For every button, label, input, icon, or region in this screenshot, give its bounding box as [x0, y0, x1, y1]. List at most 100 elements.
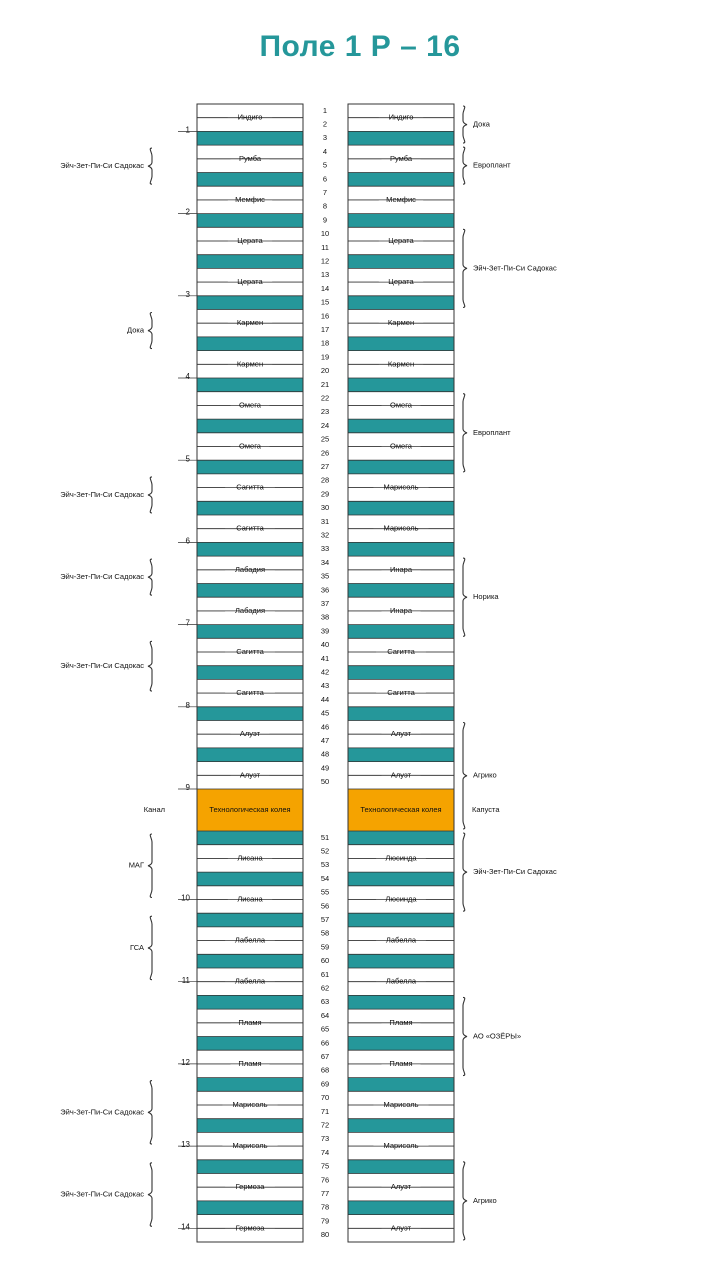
row-number: 24 — [321, 421, 329, 430]
variety-label: Церата — [237, 277, 263, 286]
left-group-brace — [147, 558, 153, 596]
teal-strip — [197, 254, 303, 269]
variety-label: Пламя — [238, 1059, 261, 1068]
row-number: 25 — [321, 435, 329, 444]
row-number: 40 — [321, 640, 329, 649]
right-group-brace — [462, 1161, 468, 1241]
row-number: 27 — [321, 462, 329, 471]
row-number: 58 — [321, 929, 329, 938]
right-group-brace — [462, 557, 468, 637]
teal-strip — [348, 913, 454, 927]
variety-label: Индиго — [389, 113, 414, 122]
variety-label: Марисоль — [233, 1100, 268, 1109]
row-number: 71 — [321, 1107, 329, 1116]
teal-strip — [348, 624, 454, 639]
row-number: 73 — [321, 1134, 329, 1143]
row-number: 2 — [323, 120, 327, 129]
row-number: 44 — [321, 695, 329, 704]
variety-label: Церата — [388, 236, 414, 245]
teal-strip — [348, 665, 454, 680]
row-number: 68 — [321, 1066, 329, 1075]
tech-track-left — [197, 789, 303, 831]
right-group-label: Агрико — [473, 1196, 497, 1205]
tech-track-label: Технологическая колея — [209, 805, 290, 814]
variety-label: Люсинда — [385, 853, 417, 862]
row-number: 16 — [321, 311, 329, 320]
row-number: 15 — [321, 298, 329, 307]
row-number: 21 — [321, 380, 329, 389]
variety-label: Кармен — [237, 359, 263, 368]
left-group-label: Эйч-Зет-Пи-Си Садокас — [60, 161, 144, 170]
variety-label: Алуэт — [391, 770, 412, 779]
row-number: 23 — [321, 407, 329, 416]
variety-label: Сагитта — [387, 647, 415, 656]
plot-number: 13 — [181, 1140, 190, 1149]
variety-label: Кармен — [237, 318, 263, 327]
right-group-label: Агрико — [473, 771, 497, 780]
right-group-label: Эйч-Зет-Пи-Си Садокас — [473, 867, 557, 876]
plot-number: 1 — [186, 126, 191, 135]
row-number: 28 — [321, 476, 329, 485]
teal-strip — [197, 542, 303, 557]
variety-label: Индиго — [238, 113, 263, 122]
row-number: 1 — [323, 106, 327, 115]
variety-label: Омега — [390, 400, 413, 409]
left-group-brace — [147, 1080, 153, 1145]
teal-strip — [348, 583, 454, 598]
teal-strip — [197, 295, 303, 310]
variety-label: Марисоль — [384, 1141, 419, 1150]
row-number: 52 — [321, 847, 329, 856]
teal-strip — [197, 1159, 303, 1174]
row-number: 60 — [321, 956, 329, 965]
row-number: 30 — [321, 503, 329, 512]
row-number: 18 — [321, 339, 329, 348]
teal-strip — [197, 954, 303, 968]
right-group-brace — [462, 105, 468, 144]
teal-strip — [197, 831, 303, 845]
right-group-label: АО «ОЗЁРЫ» — [473, 1031, 521, 1040]
plot-number: 6 — [186, 537, 191, 546]
row-number: 65 — [321, 1025, 329, 1034]
row-number: 55 — [321, 888, 329, 897]
row-number: 70 — [321, 1093, 329, 1102]
teal-strip — [348, 1159, 454, 1174]
variety-label: Сагитта — [236, 483, 264, 492]
left-group-label: Эйч-Зет-Пи-Си Садокас — [60, 1107, 144, 1116]
variety-label: Лабелла — [235, 936, 266, 945]
right-group-label: Дока — [473, 120, 491, 129]
variety-label: Марисоль — [233, 1141, 268, 1150]
teal-strip — [348, 1077, 454, 1092]
teal-strip — [348, 831, 454, 845]
row-number: 17 — [321, 325, 329, 334]
variety-label: Лабелла — [235, 977, 266, 986]
left-group-brace — [147, 833, 153, 899]
tech-track-label: Технологическая колея — [360, 805, 441, 814]
variety-label: Лабадия — [235, 606, 265, 615]
row-number: 7 — [323, 188, 327, 197]
row-number: 22 — [321, 394, 329, 403]
row-number: 62 — [321, 984, 329, 993]
row-number: 10 — [321, 229, 329, 238]
left-group-label: ГСА — [130, 943, 144, 952]
plot-number: 4 — [186, 372, 191, 381]
variety-label: Алуэт — [391, 1223, 412, 1232]
plot-number: 11 — [182, 976, 191, 985]
variety-label: Алуэт — [391, 1182, 412, 1191]
teal-strip — [348, 747, 454, 762]
teal-strip — [348, 295, 454, 310]
row-number: 11 — [321, 243, 329, 252]
teal-strip — [197, 913, 303, 927]
variety-label: Алуэт — [240, 729, 261, 738]
left-group-brace — [147, 147, 153, 185]
variety-label: Марисоль — [384, 483, 419, 492]
teal-strip — [197, 172, 303, 187]
row-number: 6 — [323, 174, 327, 183]
teal-strip — [197, 460, 303, 474]
left-group-brace — [147, 311, 153, 350]
row-number: 63 — [321, 997, 329, 1006]
canal-label: Канал — [144, 805, 165, 814]
variety-label: Инара — [390, 565, 413, 574]
tech-track-right — [348, 789, 454, 831]
cabbage-label: Капуста — [472, 805, 500, 814]
